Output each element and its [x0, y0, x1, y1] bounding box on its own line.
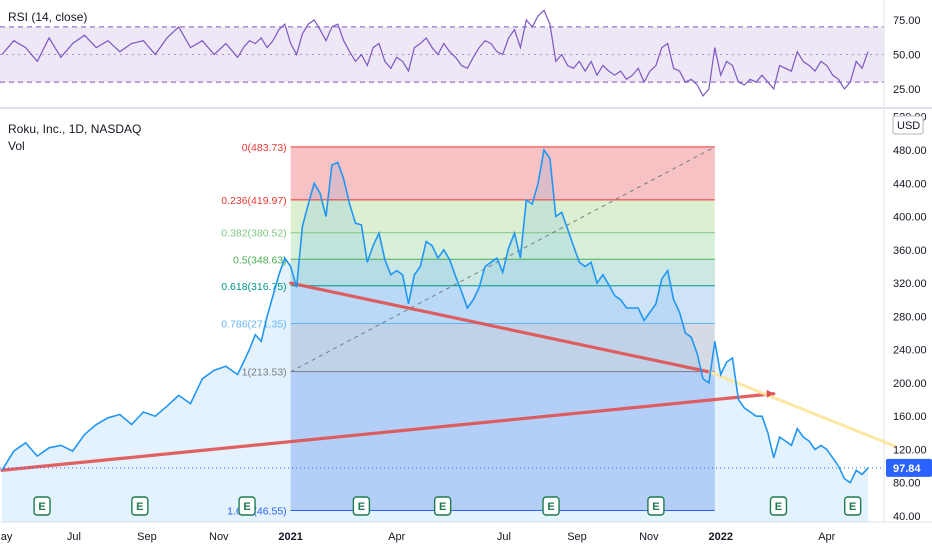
earnings-marker — [843, 496, 862, 516]
earnings-marker-label: E — [439, 501, 446, 513]
price-tick-label: 200.00 — [893, 378, 927, 390]
time-tick-label: Apr — [388, 531, 405, 543]
trendline-arrow-head — [766, 389, 774, 398]
price-tick-label: 320.00 — [893, 278, 927, 290]
earnings-marker — [769, 496, 788, 516]
earnings-marker — [433, 496, 452, 516]
rsi-series-line — [1, 9, 869, 97]
earnings-marker — [131, 496, 149, 516]
price-series-line — [1, 147, 869, 484]
time-tick-label: Nov — [639, 531, 659, 543]
earnings-marker — [238, 496, 256, 516]
earnings-marker-label: E — [775, 501, 782, 513]
time-tick-label: Jul — [497, 531, 511, 543]
earnings-marker-label: E — [38, 501, 45, 513]
fibonacci-trend-diagonal[interactable] — [290, 146, 716, 373]
fibonacci-zone — [290, 323, 715, 372]
time-tick-label: Jul — [67, 531, 81, 543]
fibonacci-level-label: 1(213.53) — [242, 367, 287, 379]
trendline-ascending — [0, 392, 776, 472]
fibonacci-level-label: 0.5(348.63) — [233, 254, 287, 266]
time-tick-label: Sep — [137, 531, 157, 543]
fibonacci-zone — [290, 285, 715, 324]
price-tick-label: 120.00 — [893, 444, 927, 456]
earnings-marker-label: E — [136, 501, 143, 513]
price-tick-label: 440.00 — [893, 178, 927, 190]
rsi-tick-label: 50.00 — [893, 50, 921, 62]
time-tick-label: Sep — [567, 531, 587, 543]
currency-badge[interactable]: USD — [897, 120, 920, 132]
time-tick-label: Nov — [209, 531, 229, 543]
fibonacci-level-label: 0.382(380.52) — [221, 228, 286, 240]
time-tick-label: 2022 — [708, 531, 732, 543]
last-price-value: 97.84 — [893, 463, 921, 475]
price-tick-label: 280.00 — [893, 311, 927, 323]
fibonacci-level-label: 0(483.73) — [242, 142, 287, 154]
price-axis-ticks[interactable]: 520.00480.00440.00400.00360.00320.00280.… — [893, 112, 927, 523]
rsi-band-fill — [0, 26, 884, 83]
rsi-tick-label: 75.00 — [893, 15, 921, 27]
earnings-marker — [647, 496, 665, 516]
fibonacci-zone — [290, 146, 715, 200]
volume-legend[interactable]: Vol — [8, 139, 25, 153]
earnings-marker-label: E — [547, 501, 554, 513]
time-axis-ticks[interactable]: May Jul Sep Nov 2021 Apr Jul Sep Nov 2022 Apr — [0, 531, 836, 543]
last-price-badge — [886, 458, 932, 477]
time-tick-label: May — [0, 531, 13, 543]
fibonacci-level-label: 1.618(46.55) — [227, 506, 287, 518]
earnings-marker — [542, 496, 560, 516]
price-tick-label: 360.00 — [893, 245, 927, 257]
price-tick-label: 400.00 — [893, 212, 927, 224]
fibonacci-level-label: 0.236(419.97) — [221, 195, 286, 207]
fibonacci-level-label: 0.618(316.75) — [221, 281, 286, 293]
fibonacci-zone — [290, 371, 715, 511]
earnings-marker — [33, 496, 51, 516]
earnings-marker — [352, 496, 371, 516]
rsi-panel: RSI (14, close) 75.00 50.00 25.00 — [0, 9, 921, 97]
price-tick-label: 80.00 — [893, 478, 921, 490]
fibonacci-zone — [290, 232, 715, 260]
time-tick-label: 2021 — [278, 531, 302, 543]
price-tick-label: 40.00 — [893, 511, 921, 523]
fibonacci-zones — [290, 146, 715, 511]
symbol-legend[interactable]: Roku, Inc., 1D, NASDAQ — [8, 122, 141, 136]
trendline-descending — [289, 281, 712, 374]
currency-badge-box[interactable] — [892, 115, 924, 135]
price-tick-label: 240.00 — [893, 345, 927, 357]
trend-lines[interactable] — [0, 281, 897, 472]
price-area-fill — [2, 150, 868, 522]
time-tick-label: Apr — [818, 531, 835, 543]
main-panel: 0(483.73) 0.236(419.97) 0.382(380.52) 0.5(3… — [0, 122, 897, 522]
earnings-marker-label: E — [243, 501, 250, 513]
rsi-tick-label: 25.00 — [893, 84, 921, 96]
price-tick-label: 480.00 — [893, 145, 927, 157]
earnings-marker-label: E — [652, 501, 659, 513]
rsi-legend[interactable]: RSI (14, close) — [8, 10, 87, 24]
earnings-marker-label: E — [849, 501, 856, 513]
price-tick-label: 160.00 — [893, 411, 927, 423]
trendline-projection — [708, 370, 897, 448]
fibonacci-level-label: 0.786(271.35) — [221, 319, 286, 331]
rsi-axis-ticks: 75.00 50.00 25.00 — [893, 15, 921, 96]
earnings-marker-label: E — [358, 501, 365, 513]
